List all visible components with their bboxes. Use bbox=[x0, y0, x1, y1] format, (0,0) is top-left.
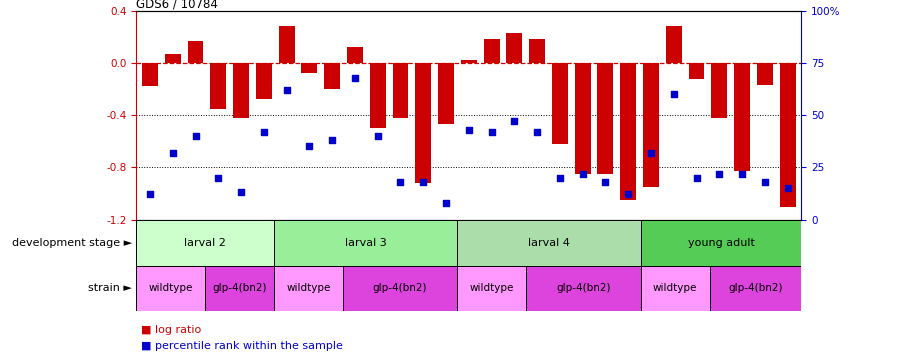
Point bbox=[644, 150, 659, 156]
Bar bbox=[757, 63, 773, 85]
Point bbox=[780, 185, 795, 191]
Point bbox=[393, 179, 408, 185]
Bar bbox=[347, 47, 363, 63]
Point bbox=[621, 192, 635, 197]
Point bbox=[757, 179, 772, 185]
Point bbox=[484, 129, 499, 135]
Text: ■ log ratio: ■ log ratio bbox=[141, 325, 201, 335]
Text: strain ►: strain ► bbox=[87, 283, 132, 293]
Bar bbox=[392, 63, 408, 118]
Bar bbox=[256, 63, 272, 100]
Point bbox=[370, 133, 385, 139]
Point bbox=[438, 200, 453, 206]
Bar bbox=[301, 63, 318, 74]
Text: wildtype: wildtype bbox=[653, 283, 697, 293]
Point bbox=[598, 179, 612, 185]
Text: ■ percentile rank within the sample: ■ percentile rank within the sample bbox=[141, 341, 343, 351]
Bar bbox=[709, 266, 801, 311]
Text: development stage ►: development stage ► bbox=[12, 238, 132, 248]
Bar bbox=[233, 63, 249, 118]
Point bbox=[416, 179, 431, 185]
Bar bbox=[526, 266, 641, 311]
Bar bbox=[274, 266, 343, 311]
Bar bbox=[136, 220, 274, 266]
Point bbox=[735, 171, 750, 176]
Bar bbox=[324, 63, 340, 89]
Point bbox=[143, 192, 157, 197]
Text: wildtype: wildtype bbox=[148, 283, 192, 293]
Point bbox=[211, 175, 226, 181]
Point bbox=[553, 175, 567, 181]
Bar bbox=[458, 220, 641, 266]
Bar bbox=[666, 26, 682, 63]
Text: GDS6 / 10784: GDS6 / 10784 bbox=[136, 0, 218, 11]
Point bbox=[166, 150, 181, 156]
Bar bbox=[641, 266, 709, 311]
Text: glp-4(bn2): glp-4(bn2) bbox=[373, 283, 427, 293]
Point bbox=[347, 75, 362, 80]
Point bbox=[279, 87, 294, 93]
Text: glp-4(bn2): glp-4(bn2) bbox=[212, 283, 267, 293]
Bar bbox=[165, 54, 181, 63]
Point bbox=[576, 171, 590, 176]
Bar bbox=[415, 63, 431, 183]
Bar bbox=[643, 63, 659, 187]
Bar bbox=[274, 220, 458, 266]
Text: glp-4(bn2): glp-4(bn2) bbox=[556, 283, 611, 293]
Bar bbox=[460, 60, 477, 63]
Point bbox=[234, 190, 249, 195]
Text: wildtype: wildtype bbox=[286, 283, 331, 293]
Text: larval 4: larval 4 bbox=[528, 238, 570, 248]
Bar bbox=[689, 63, 705, 79]
Bar bbox=[620, 63, 636, 200]
Point bbox=[530, 129, 544, 135]
Bar bbox=[598, 63, 613, 174]
Bar bbox=[711, 63, 728, 118]
Bar bbox=[210, 63, 227, 109]
Point bbox=[256, 129, 271, 135]
Bar bbox=[507, 33, 522, 63]
Bar bbox=[205, 266, 274, 311]
Point bbox=[667, 91, 682, 97]
Bar bbox=[484, 39, 499, 63]
Point bbox=[689, 175, 704, 181]
Bar bbox=[641, 220, 801, 266]
Point bbox=[325, 137, 340, 143]
Point bbox=[507, 119, 521, 124]
Bar bbox=[279, 26, 295, 63]
Bar bbox=[343, 266, 458, 311]
Bar bbox=[136, 266, 205, 311]
Bar bbox=[552, 63, 568, 144]
Bar bbox=[734, 63, 750, 171]
Point bbox=[712, 171, 727, 176]
Text: young adult: young adult bbox=[688, 238, 754, 248]
Bar bbox=[458, 266, 526, 311]
Text: wildtype: wildtype bbox=[470, 283, 514, 293]
Point bbox=[188, 133, 203, 139]
Text: glp-4(bn2): glp-4(bn2) bbox=[729, 283, 783, 293]
Bar bbox=[575, 63, 590, 174]
Bar bbox=[780, 63, 796, 206]
Bar bbox=[530, 39, 545, 63]
Point bbox=[461, 127, 476, 132]
Bar bbox=[188, 41, 204, 63]
Text: larval 2: larval 2 bbox=[184, 238, 226, 248]
Bar bbox=[438, 63, 454, 124]
Bar bbox=[369, 63, 386, 128]
Text: larval 3: larval 3 bbox=[344, 238, 387, 248]
Point bbox=[302, 144, 317, 149]
Bar bbox=[142, 63, 157, 86]
